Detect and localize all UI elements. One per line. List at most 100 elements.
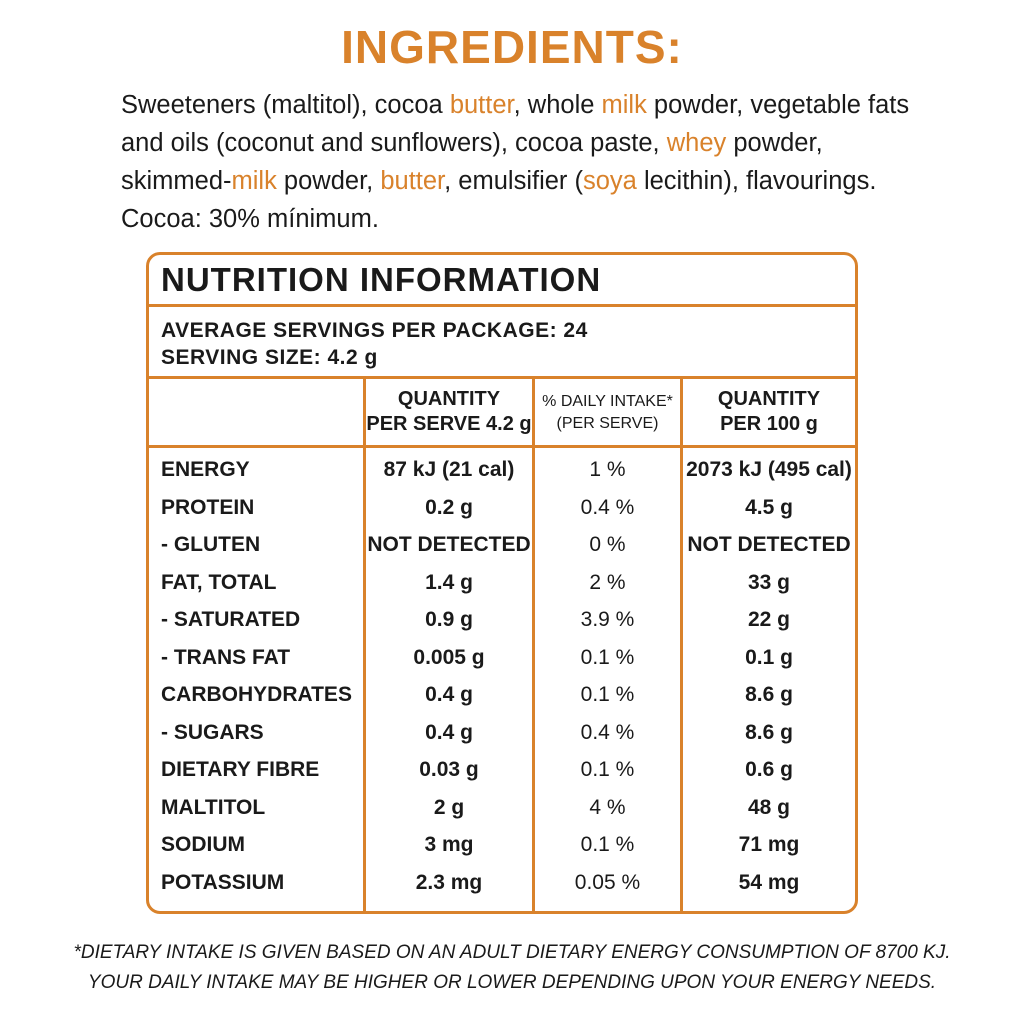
footnote-line: YOUR DAILY INTAKE MAY BE HIGHER OR LOWER… [87, 972, 937, 993]
cocoa-content: Cocoa: 30% mínimum. [121, 205, 379, 233]
allergen-highlight: whey [666, 129, 727, 157]
column-header-line: % DAILY INTAKE* [542, 393, 673, 410]
serving-info: AVERAGE SERVINGS PER PACKAGE: 24 SERVING… [161, 317, 588, 371]
column-header-line: QUANTITY [717, 388, 821, 410]
ingredients-list: Sweeteners (maltitol), cocoa butter, who… [121, 91, 909, 195]
daily-intake-value: 0.4 % [580, 495, 635, 519]
per-100g-value: 4.5 g [745, 495, 793, 519]
allergen-highlight: butter [449, 91, 514, 119]
allergen-highlight: soya [583, 167, 637, 195]
nutrient-name: MALTITOL [161, 795, 266, 819]
table-row: ENERGY 87 kJ (21 cal) 1 % 2073 kJ (495 cal) [149, 454, 855, 492]
table-row: - SATURATED 0.9 g 3.9 % 22 g [149, 604, 855, 642]
daily-intake-value: 1 % [589, 458, 626, 481]
nutrient-name: PROTEIN [161, 495, 255, 519]
divider [149, 304, 855, 307]
table-row: - TRANS FAT 0.005 g 0.1 % 0.1 g [149, 642, 855, 680]
footnote-line: *DIETARY INTAKE IS GIVEN BASED ON AN ADU… [73, 942, 951, 963]
table-row: - GLUTEN NOT DETECTED 0 % NOT DETECTED [149, 529, 855, 567]
nutrient-name: SODIUM [161, 833, 245, 856]
per-serve-value: NOT DETECTED [367, 533, 531, 556]
column-header-line: PER SERVE 4.2 g [366, 413, 532, 435]
per-100g-value: 22 g [747, 608, 791, 631]
ingredients-text: Sweeteners (maltitol), cocoa butter, who… [121, 86, 911, 238]
nutrient-name: - TRANS FAT [161, 645, 291, 669]
column-header-line: PER 100 g [720, 413, 818, 435]
footnote: *DIETARY INTAKE IS GIVEN BASED ON AN ADU… [0, 938, 1024, 998]
daily-intake-value: 0.1 % [580, 833, 635, 856]
column-header-daily-intake: % DAILY INTAKE* (PER SERVE) [535, 391, 680, 435]
per-100g-value: 48 g [747, 795, 791, 819]
allergen-highlight: milk [601, 91, 647, 119]
nutrient-name: - SATURATED [161, 608, 301, 631]
daily-intake-value: 0 % [589, 533, 626, 556]
nutrient-name: DIETARY FIBRE [161, 758, 320, 781]
nutrition-rows: ENERGY 87 kJ (21 cal) 1 % 2073 kJ (495 cal)… [149, 454, 855, 904]
daily-intake-value: 0.1 % [580, 683, 635, 706]
per-serve-value: 0.4 g [425, 720, 473, 744]
table-row: POTASSIUM 2.3 mg 0.05 % 54 mg [149, 867, 855, 905]
per-serve-value: 0.03 g [419, 758, 479, 781]
daily-intake-value: 0.1 % [580, 758, 635, 781]
divider [149, 376, 855, 379]
per-serve-value: 0.4 g [425, 683, 473, 706]
serving-size: SERVING SIZE: 4.2 g [161, 346, 378, 369]
per-serve-value: 0.2 g [425, 495, 473, 519]
table-row: MALTITOL 2 g 4 % 48 g [149, 792, 855, 830]
daily-intake-value: 0.05 % [574, 870, 641, 894]
nutrition-title: NUTRITION INFORMATION [161, 261, 602, 298]
divider [149, 445, 855, 448]
allergen-highlight: milk [231, 167, 277, 195]
per-100g-value: 8.6 g [745, 720, 793, 744]
per-serve-value: 1.4 g [425, 570, 473, 594]
ingredient-text: , emulsifier ( [444, 167, 583, 195]
per-100g-value: 2073 kJ (495 cal) [686, 458, 852, 481]
per-100g-value: 33 g [747, 570, 791, 594]
per-serve-value: 0.9 g [425, 608, 473, 631]
nutrition-panel: NUTRITION INFORMATION AVERAGE SERVINGS P… [146, 252, 858, 914]
table-row: SODIUM 3 mg 0.1 % 71 mg [149, 829, 855, 867]
table-row: FAT, TOTAL 1.4 g 2 % 33 g [149, 567, 855, 605]
daily-intake-value: 0.4 % [580, 720, 635, 744]
table-row: - SUGARS 0.4 g 0.4 % 8.6 g [149, 717, 855, 755]
per-serve-value: 2 g [433, 795, 465, 819]
column-divider [680, 376, 683, 911]
daily-intake-value: 4 % [589, 795, 626, 819]
ingredient-text: lecithin), flavourings. [636, 167, 877, 195]
table-row: DIETARY FIBRE 0.03 g 0.1 % 0.6 g [149, 754, 855, 792]
per-serve-value: 87 kJ (21 cal) [383, 458, 515, 481]
ingredient-text: powder, vegetable fats and oils (coconut… [121, 91, 910, 157]
nutrient-name: - GLUTEN [161, 533, 261, 556]
ingredient-text: powder, skimmed- [121, 129, 823, 195]
daily-intake-value: 2 % [589, 570, 626, 594]
column-divider [532, 376, 535, 911]
nutrient-name: POTASSIUM [161, 870, 285, 894]
table-row: CARBOHYDRATES 0.4 g 0.1 % 8.6 g [149, 679, 855, 717]
daily-intake-value: 3.9 % [580, 608, 635, 631]
column-divider [363, 376, 366, 911]
servings-per-package: AVERAGE SERVINGS PER PACKAGE: 24 [161, 319, 588, 342]
column-header-per-serve: QUANTITY PER SERVE 4.2 g [366, 387, 532, 437]
per-100g-value: 71 mg [738, 833, 800, 856]
nutrient-name: - SUGARS [161, 720, 264, 744]
per-100g-value: 8.6 g [745, 683, 793, 706]
ingredient-text: Sweeteners (maltitol), cocoa [121, 91, 450, 119]
column-header-line: (PER SERVE) [556, 415, 659, 432]
column-header-line: QUANTITY [397, 388, 501, 410]
column-header-per-100g: QUANTITY PER 100 g [683, 387, 855, 437]
per-serve-value: 3 mg [424, 833, 474, 856]
table-row: PROTEIN 0.2 g 0.4 % 4.5 g [149, 492, 855, 530]
allergen-highlight: butter [380, 167, 445, 195]
nutrient-name: FAT, TOTAL [161, 570, 277, 594]
ingredient-text: , whole [513, 91, 602, 119]
per-100g-value: 54 mg [738, 870, 800, 894]
ingredient-text: powder, [276, 167, 381, 195]
per-serve-value: 2.3 mg [415, 870, 483, 894]
nutrient-name: ENERGY [161, 458, 250, 481]
nutrient-name: CARBOHYDRATES [161, 683, 352, 706]
per-100g-value: NOT DETECTED [687, 533, 851, 556]
daily-intake-value: 0.1 % [580, 645, 635, 669]
per-serve-value: 0.005 g [413, 645, 485, 669]
per-100g-value: 0.1 g [745, 645, 793, 669]
per-100g-value: 0.6 g [745, 758, 793, 781]
